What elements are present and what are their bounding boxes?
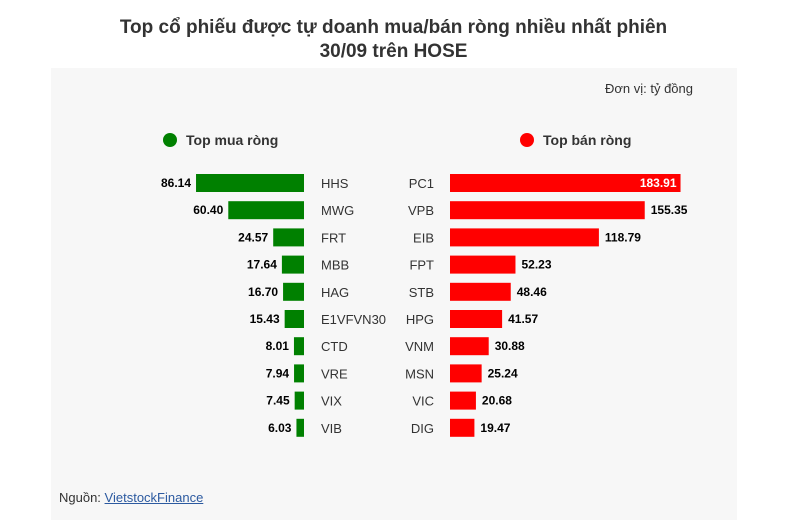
buy-bar-vre <box>294 364 304 383</box>
buy-bar-mbb <box>281 255 304 274</box>
buy-value-label: 6.03 <box>268 421 292 435</box>
buy-category-label: E1VFVN30 <box>321 312 386 327</box>
buy-bar-hag <box>283 282 304 301</box>
buy-category-label: VRE <box>321 366 348 381</box>
chart-title-line1: Top cổ phiếu được tự doanh mua/bán ròng … <box>119 17 668 38</box>
sell-category-label: VPB <box>408 203 434 218</box>
unit-label: Đơn vị: tỷ đồng <box>604 81 693 96</box>
sell-value-label: 25.24 <box>488 366 518 380</box>
buy-value-label: 17.64 <box>247 258 277 272</box>
sell-bar-vic <box>450 391 476 410</box>
sell-value-label: 48.46 <box>517 285 547 299</box>
legend-buy-label: Top mua ròng <box>186 132 279 148</box>
buy-category-label: HHS <box>321 176 349 191</box>
buy-category-label: HAG <box>321 285 349 300</box>
sell-bar-vpb <box>450 201 645 220</box>
sell-value-label: 20.68 <box>482 394 512 408</box>
source-note: Nguồn: VietstockFinance <box>59 490 203 505</box>
sell-bar-msn <box>450 364 482 383</box>
sell-category-label: VIC <box>412 394 434 409</box>
source-prefix: Nguồn: <box>59 490 105 505</box>
buy-category-label: CTD <box>321 339 348 354</box>
sell-category-label: VNM <box>405 339 434 354</box>
sell-bar-dig <box>450 418 475 437</box>
legend-sell: Top bán ròng <box>520 132 631 148</box>
sell-value-label: 155.35 <box>651 203 688 217</box>
sell-value-label: 183.91 <box>640 176 677 190</box>
buy-value-label: 16.70 <box>248 285 278 299</box>
chart-title-line2: 30/09 trên HOSE <box>319 41 468 62</box>
sell-value-label: 52.23 <box>521 258 551 272</box>
buy-bar-vib <box>296 418 304 437</box>
buy-bar-ctd <box>293 337 304 356</box>
sell-category-label: STB <box>409 285 434 300</box>
buy-value-label: 7.45 <box>266 394 290 408</box>
legend-sell-dot <box>520 133 534 147</box>
legend-sell-label: Top bán ròng <box>543 132 632 148</box>
sell-category-label: DIG <box>411 421 434 436</box>
buy-value-label: 24.57 <box>238 230 268 244</box>
sell-category-label: EIB <box>413 230 434 245</box>
buy-bar-hhs <box>196 174 304 192</box>
sell-category-label: FPT <box>409 258 434 273</box>
source-link[interactable]: VietstockFinance <box>104 490 204 505</box>
sell-category-label: PC1 <box>409 176 434 191</box>
buy-value-label: 15.43 <box>250 312 280 326</box>
buy-category-label: MWG <box>321 203 354 218</box>
sell-bar-vnm <box>450 337 489 356</box>
buy-bar-mwg <box>228 201 304 220</box>
sell-value-label: 118.79 <box>605 230 641 244</box>
buy-value-label: 8.01 <box>266 339 290 353</box>
legend-buy-dot <box>163 133 177 147</box>
chart-panel: Đơn vị: tỷ đồng Top mua ròng Top bán ròn… <box>51 68 737 520</box>
buy-category-label: VIB <box>321 421 342 436</box>
sell-value-label: 41.57 <box>508 312 538 326</box>
buy-value-label: 7.94 <box>266 366 290 380</box>
legend-buy: Top mua ròng <box>163 132 278 148</box>
buy-bar-vix <box>294 391 304 410</box>
sell-bar-stb <box>450 282 511 301</box>
buy-category-label: VIX <box>321 394 342 409</box>
sell-bar-eib <box>450 228 599 247</box>
buy-category-label: MBB <box>321 258 349 273</box>
buy-bar-frt <box>273 228 304 247</box>
buy-value-label: 86.14 <box>161 176 191 190</box>
sell-value-label: 19.47 <box>480 421 510 435</box>
buy-value-label: 60.40 <box>193 203 223 217</box>
buy-bar-e1vfvn30 <box>284 310 304 328</box>
sell-value-label: 30.88 <box>495 339 525 353</box>
sell-category-label: HPG <box>406 312 434 327</box>
sell-category-label: MSN <box>405 366 434 381</box>
sell-bar-fpt <box>450 255 516 274</box>
buy-category-label: FRT <box>321 230 346 245</box>
sell-bar-pc1 <box>450 174 681 192</box>
sell-bar-hpg <box>450 310 503 328</box>
